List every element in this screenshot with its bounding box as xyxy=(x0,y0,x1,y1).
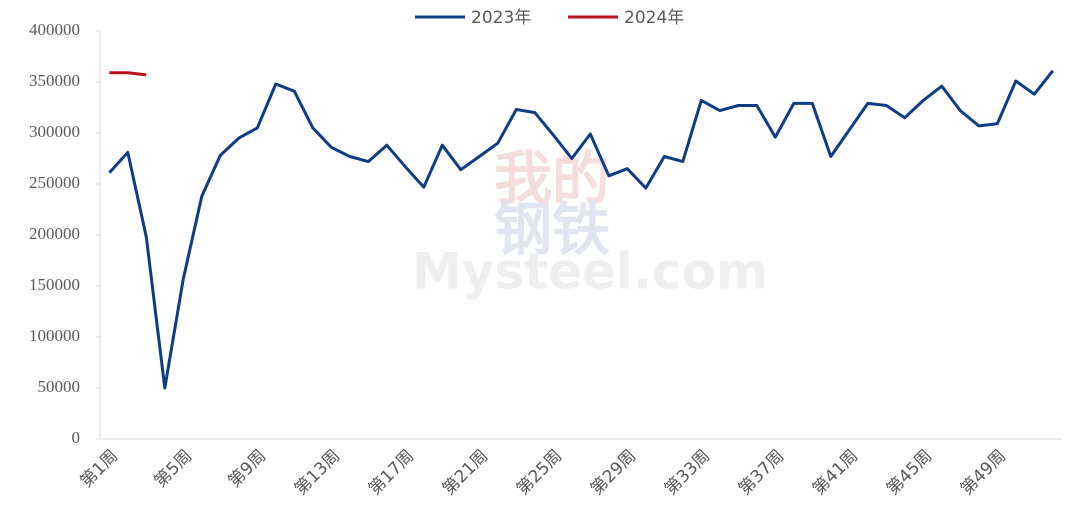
x-tick-label: 第9周 xyxy=(224,446,270,492)
watermark-text: 钢铁 xyxy=(494,197,610,262)
x-tick-label: 第21周 xyxy=(439,446,492,499)
y-tick-label: 100000 xyxy=(29,326,80,345)
x-tick-label: 第29周 xyxy=(587,446,640,499)
line-series xyxy=(109,71,147,77)
x-tick-label: 第45周 xyxy=(883,446,936,499)
x-tick-label: 第25周 xyxy=(513,446,566,499)
legend-label: 2023年 xyxy=(471,8,531,28)
legend-item: 2024年 xyxy=(568,8,684,28)
y-tick-label: 350000 xyxy=(29,71,80,90)
legend-item: 2023年 xyxy=(415,8,531,28)
y-tick-label: 200000 xyxy=(29,224,80,243)
x-tick-label: 第33周 xyxy=(661,446,714,499)
y-tick-label: 150000 xyxy=(29,275,80,294)
legend-label: 2024年 xyxy=(624,8,684,28)
line-series xyxy=(108,69,1054,390)
x-tick-label: 第5周 xyxy=(150,446,196,492)
y-tick-label: 250000 xyxy=(29,173,80,192)
x-tick-label: 第17周 xyxy=(365,446,418,499)
y-tick-label: 0 xyxy=(72,428,81,447)
x-tick-label: 第37周 xyxy=(735,446,788,499)
x-tick-label: 第13周 xyxy=(291,446,344,499)
x-tick-label: 第1周 xyxy=(76,446,122,492)
x-tick-label: 第41周 xyxy=(809,446,862,499)
y-tick-label: 300000 xyxy=(29,122,80,141)
watermark-text: 我的 xyxy=(494,146,610,211)
x-tick-label: 第49周 xyxy=(957,446,1010,499)
watermark: 我的 钢铁 Mysteel.com xyxy=(412,146,768,300)
y-tick-label: 400000 xyxy=(29,20,80,39)
y-tick-label: 50000 xyxy=(38,377,81,396)
watermark-text: Mysteel.com xyxy=(412,243,768,301)
